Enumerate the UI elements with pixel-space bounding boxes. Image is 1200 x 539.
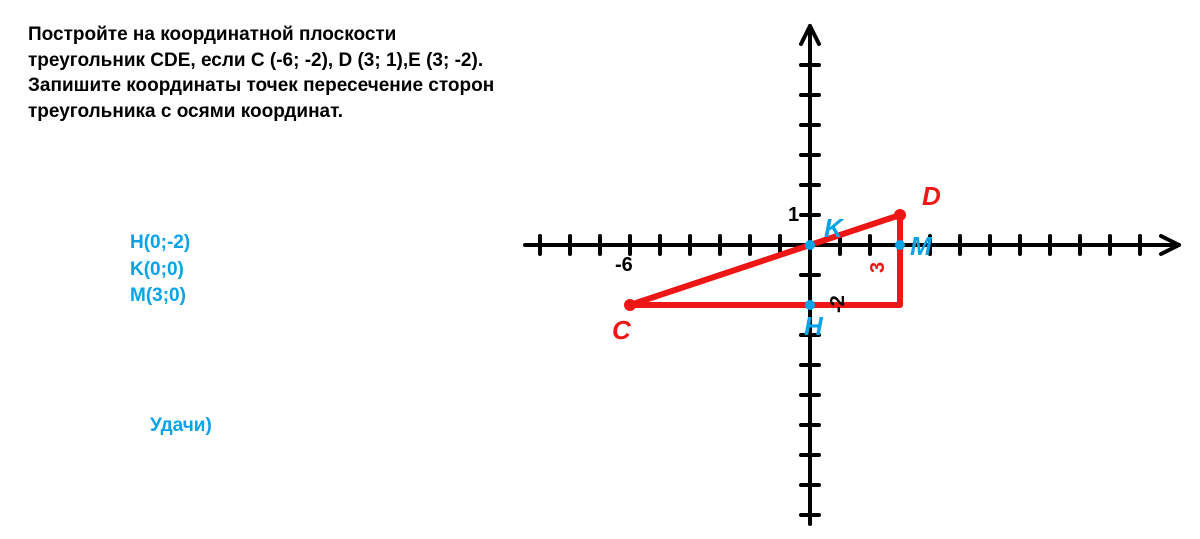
plane-svg: C D H K M 1 -6 3 -2: [480, 0, 1200, 534]
svg-text:C: C: [612, 315, 632, 345]
svg-text:K: K: [824, 213, 845, 243]
svg-text:M: M: [910, 231, 933, 261]
problem-line: треугольник CDE, если C (-6; -2), D (3; …: [28, 48, 508, 74]
problem-line: Постройте на координатной плоскости: [28, 22, 508, 48]
answers-block: H(0;-2) K(0;0) M(3;0): [130, 230, 190, 310]
svg-text:-2: -2: [827, 295, 849, 313]
svg-text:3: 3: [867, 262, 889, 273]
problem-line: Запишите координаты точек пересечение ст…: [28, 73, 508, 99]
svg-text:H: H: [804, 311, 824, 341]
problem-line: треугольника с осями координат.: [28, 99, 508, 125]
answer-H: H(0;-2): [130, 230, 190, 257]
good-luck: Удачи): [150, 415, 212, 437]
answer-K: K(0;0): [130, 257, 190, 284]
svg-text:1: 1: [788, 204, 799, 226]
coordinate-plane: C D H K M 1 -6 3 -2: [480, 0, 1200, 534]
svg-text:D: D: [922, 181, 941, 211]
svg-text:-6: -6: [615, 254, 633, 276]
problem-text: Постройте на координатной плоскости треу…: [28, 22, 508, 125]
answer-M: M(3;0): [130, 283, 190, 310]
